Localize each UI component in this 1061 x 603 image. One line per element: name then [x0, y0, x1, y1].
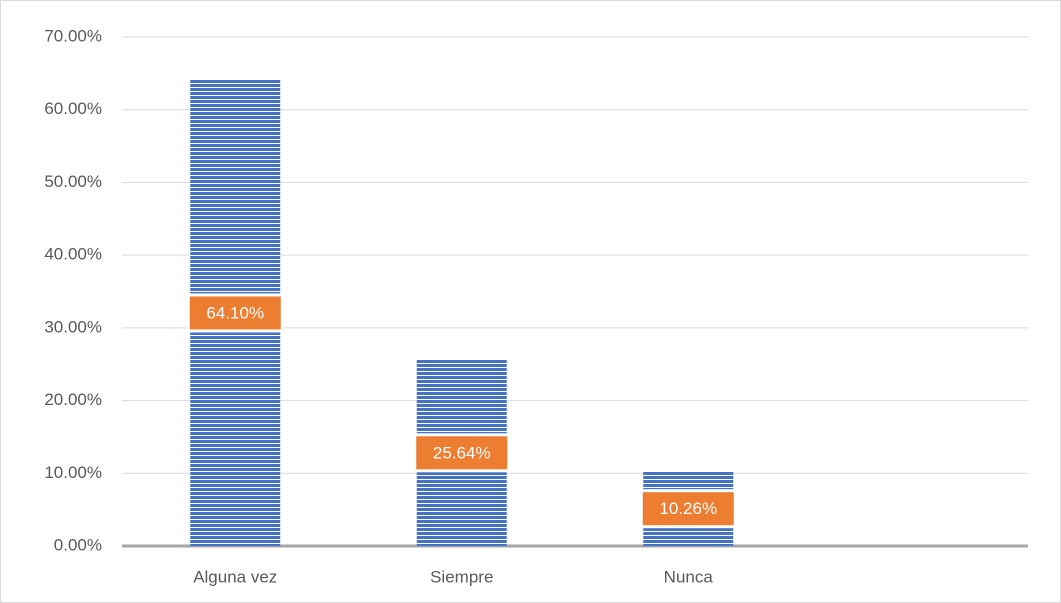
data-label: 64.10%	[206, 303, 264, 322]
data-label-box	[186, 293, 284, 333]
y-tick-label: 0.00%	[54, 535, 102, 554]
x-tick-label: Nunca	[664, 567, 714, 586]
x-tick-label: Siempre	[430, 567, 493, 586]
y-tick-label: 10.00%	[44, 463, 102, 482]
y-tick-label: 40.00%	[44, 245, 102, 264]
y-tick-label: 70.00%	[44, 26, 102, 45]
y-tick-label: 60.00%	[44, 99, 102, 118]
x-tick-label: Alguna vez	[193, 567, 277, 586]
y-tick-label: 30.00%	[44, 317, 102, 336]
data-label-box	[639, 489, 737, 529]
data-label: 25.64%	[433, 443, 491, 462]
data-label: 10.26%	[659, 499, 717, 518]
y-tick-label: 20.00%	[44, 390, 102, 409]
y-tick-label: 50.00%	[44, 172, 102, 191]
data-label-box	[413, 433, 511, 473]
